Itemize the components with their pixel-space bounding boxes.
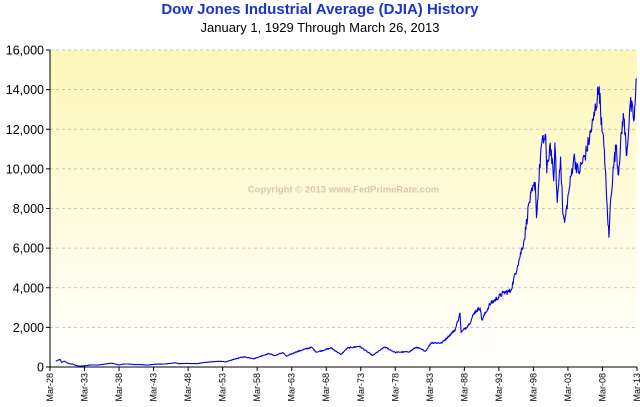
x-tick-label: Mar-73	[356, 373, 366, 402]
x-tick-label: Mar-08	[597, 373, 607, 402]
x-tick-label: Mar-03	[563, 373, 573, 402]
djia-series-line	[55, 78, 637, 367]
y-tick-label: 14,000	[6, 83, 44, 97]
x-tick-label: Mar-53	[218, 373, 228, 402]
x-tick-label: Mar-68	[321, 373, 331, 402]
x-tick-label: Mar-58	[252, 373, 262, 402]
y-tick-label: 8,000	[13, 202, 44, 216]
x-tick-label: Mar-98	[528, 373, 538, 402]
x-tick-label: Mar-78	[390, 373, 400, 402]
x-tick-label: Mar-88	[459, 373, 469, 402]
y-tick-label: 2,000	[13, 321, 44, 335]
y-axis: 0 2,000 4,000 6,000 8,000 10,000 12,000 14,000 1…	[6, 44, 50, 375]
chart-title: Dow Jones Industrial Average (DJIA) Hist…	[161, 1, 479, 18]
x-tick-label: Mar-38	[114, 373, 124, 402]
x-tick-label: Mar-93	[494, 373, 504, 402]
x-tick-label: Mar-28	[45, 373, 55, 402]
y-tick-label: 0	[37, 361, 44, 375]
x-tick-label: Mar-43	[149, 373, 159, 402]
y-tick-label: 10,000	[6, 162, 44, 176]
x-tick-label: Mar-33	[80, 373, 90, 402]
x-tick-label: Mar-13	[632, 373, 640, 402]
x-axis: Mar-28 Mar-33 Mar-38 Mar-43 Mar-48 Mar-53 Mar-…	[45, 367, 640, 402]
copyright-watermark: Copyright © 2013 www.FedPrimeRate.com	[248, 185, 439, 196]
y-tick-label: 16,000	[6, 44, 44, 58]
y-tick-label: 12,000	[6, 123, 44, 137]
x-tick-label: Mar-48	[183, 373, 193, 402]
chart-subtitle: January 1, 1929 Through March 26, 2013	[200, 20, 440, 35]
x-tick-label: Mar-63	[287, 373, 297, 402]
y-tick-label: 6,000	[13, 242, 44, 256]
gridlines	[50, 49, 637, 328]
y-tick-label: 4,000	[13, 281, 44, 295]
x-tick-label: Mar-83	[425, 373, 435, 402]
